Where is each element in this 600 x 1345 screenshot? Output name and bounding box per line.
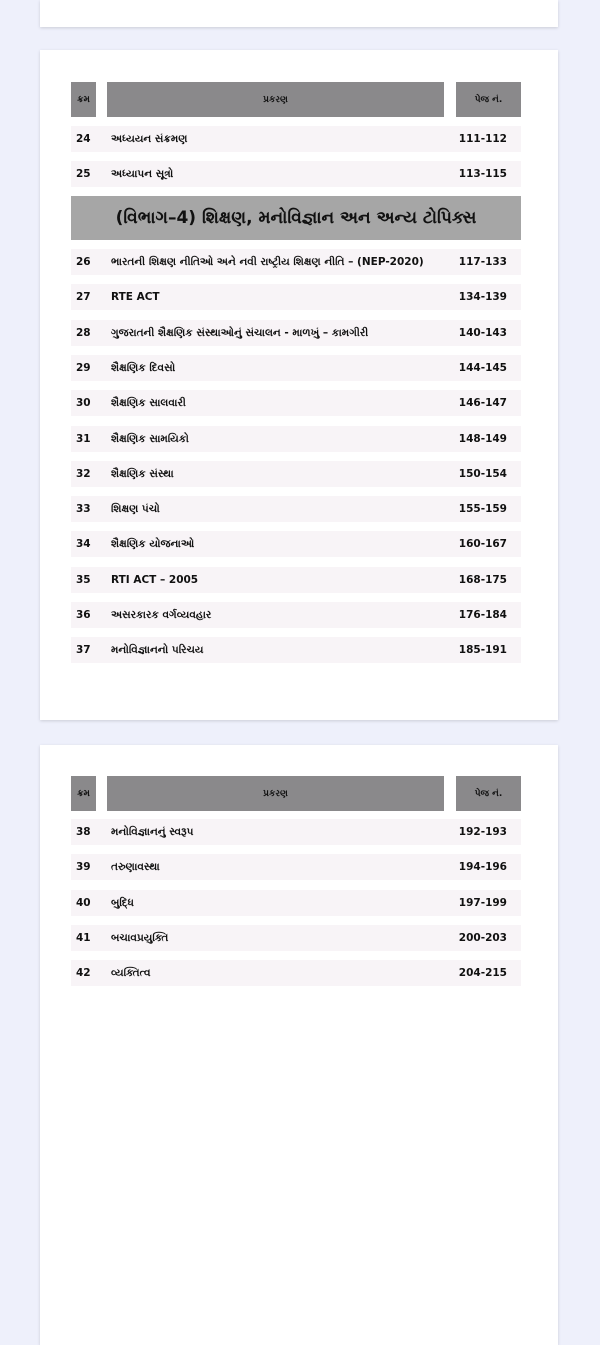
row-pages: 144-145 — [458, 361, 507, 374]
row-number: 35 — [76, 573, 91, 586]
table-row: 28 ગુજરાતની શૈક્ષણિક સંસ્થાઓનું સંચાલન - … — [71, 319, 521, 346]
header-no: ક્રમ — [71, 776, 96, 811]
row-pages: 113-115 — [458, 168, 507, 181]
row-number: 36 — [76, 609, 91, 621]
pdf-page-previous — [40, 0, 558, 27]
row-number: 27 — [76, 291, 91, 304]
row-title: બચાવપ્રયુક્તિ — [111, 931, 169, 944]
row-number: 39 — [76, 861, 91, 874]
pdf-page-contents-2: ક્રમ પ્રકરણ પેજ નં. 38 મનોવિજ્ઞાનનું સ્વર… — [40, 745, 558, 1345]
table-row: 26 ભારતની શિક્ષણ નીતિઓ અને નવી રાષ્ટ્રીય … — [71, 249, 521, 275]
table-row: 42 વ્યક્તિત્વ 204-215 — [71, 960, 521, 987]
row-number: 38 — [76, 826, 91, 838]
row-number: 42 — [76, 967, 91, 980]
row-pages: 204-215 — [458, 967, 507, 980]
header-page: પેજ નં. — [456, 776, 521, 811]
row-pages: 117-133 — [458, 256, 507, 268]
row-pages: 146-147 — [458, 397, 507, 410]
row-title: તરુણાવસ્થા — [111, 861, 160, 874]
pdf-page-contents-1: ક્રમ પ્રકરણ પેજ નં. (વિભાગ–4) શિક્ષણ, મન… — [40, 50, 558, 720]
row-title: મનોવિજ્ઞાનનું સ્વરૂપ — [111, 826, 194, 838]
row-title: RTI ACT – 2005 — [111, 573, 199, 586]
row-number: 41 — [76, 931, 91, 944]
header-page: પેજ નં. — [456, 82, 521, 117]
table-row: 41 બચાવપ્રયુક્તિ 200-203 — [71, 924, 521, 951]
header-no: ક્રમ — [71, 82, 96, 117]
section-heading: (વિભાગ–4) શિક્ષણ, મનોવિજ્ઞાન અન અન્ય ટોપ… — [71, 196, 521, 240]
table-row: 27 RTE ACT 134-139 — [71, 284, 521, 311]
table-row: 32 શૈક્ષણિક સંસ્થા 150-154 — [71, 460, 521, 487]
row-title: શૈક્ષણિક સંસ્થા — [111, 467, 174, 480]
row-title: શૈક્ષણિક દિવસો — [111, 361, 176, 374]
table-row: 29 શૈક્ષણિક દિવસો 144-145 — [71, 354, 521, 381]
row-pages: 168-175 — [458, 573, 507, 586]
row-title: અધ્યાપન સૂત્રો — [111, 168, 174, 181]
table-row: 24 અધ્યયન સંક્રમણ 111-112 — [71, 126, 521, 152]
row-title: શિક્ષણ પંચો — [111, 503, 160, 516]
table-row: 25 અધ્યાપન સૂત્રો 113-115 — [71, 161, 521, 188]
table-row: 30 શૈક્ષણિક સાલવારી 146-147 — [71, 390, 521, 417]
row-title: ગુજરાતની શૈક્ષણિક સંસ્થાઓનું સંચાલન - મા… — [111, 326, 369, 339]
row-number: 28 — [76, 326, 91, 339]
row-number: 31 — [76, 432, 91, 445]
header-title: પ્રકરણ — [107, 776, 444, 811]
row-number: 26 — [76, 256, 91, 268]
row-pages: 148-149 — [458, 432, 507, 445]
row-number: 33 — [76, 503, 91, 516]
row-number: 24 — [76, 133, 91, 145]
table-row: 37 મનોવિજ્ઞાનનો પરિચય 185-191 — [71, 637, 521, 664]
table-row: 39 તરુણાવસ્થા 194-196 — [71, 854, 521, 881]
row-number: 30 — [76, 397, 91, 410]
row-pages: 185-191 — [458, 644, 507, 657]
table-row: 35 RTI ACT – 2005 168-175 — [71, 566, 521, 593]
row-pages: 150-154 — [458, 467, 507, 480]
row-title: શૈક્ષણિક સાલવારી — [111, 397, 186, 410]
row-pages: 155-159 — [458, 503, 507, 516]
row-number: 37 — [76, 644, 91, 657]
row-number: 25 — [76, 168, 91, 181]
row-title: ભારતની શિક્ષણ નીતિઓ અને નવી રાષ્ટ્રીય શિ… — [111, 256, 424, 268]
row-title: શૈક્ષણિક યોજનાઓ — [111, 538, 195, 551]
row-title: શૈક્ષણિક સામયિકો — [111, 432, 189, 445]
row-number: 29 — [76, 361, 91, 374]
row-title: બુદ્ધિ — [111, 896, 134, 909]
row-pages: 140-143 — [458, 326, 507, 339]
row-title: અસરકારક વર્ગવ્યવહાર — [111, 609, 212, 621]
row-number: 32 — [76, 467, 91, 480]
row-pages: 176-184 — [458, 609, 507, 621]
header-title: પ્રકરણ — [107, 82, 444, 117]
row-pages: 160-167 — [458, 538, 507, 551]
table-row: 33 શિક્ષણ પંચો 155-159 — [71, 496, 521, 523]
table-row: 31 શૈક્ષણિક સામયિકો 148-149 — [71, 425, 521, 452]
row-title: RTE ACT — [111, 291, 160, 304]
table-row: 36 અસરકારક વર્ગવ્યવહાર 176-184 — [71, 602, 521, 628]
row-pages: 134-139 — [458, 291, 507, 304]
row-number: 40 — [76, 896, 91, 909]
row-pages: 192-193 — [458, 826, 507, 838]
row-title: વ્યક્તિત્વ — [111, 967, 151, 980]
row-pages: 200-203 — [458, 931, 507, 944]
row-pages: 197-199 — [458, 896, 507, 909]
table-row: 40 બુદ્ધિ 197-199 — [71, 889, 521, 916]
table-row: 38 મનોવિજ્ઞાનનું સ્વરૂપ 192-193 — [71, 819, 521, 845]
row-title: અધ્યયન સંક્રમણ — [111, 133, 188, 145]
row-pages: 194-196 — [458, 861, 507, 874]
row-pages: 111-112 — [458, 133, 507, 145]
row-number: 34 — [76, 538, 91, 551]
table-row: 34 શૈક્ષણિક યોજનાઓ 160-167 — [71, 531, 521, 558]
row-title: મનોવિજ્ઞાનનો પરિચય — [111, 644, 204, 657]
